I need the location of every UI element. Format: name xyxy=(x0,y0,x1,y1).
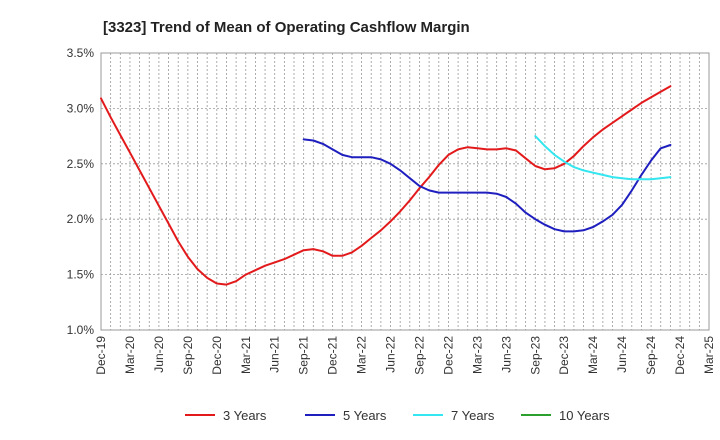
y-tick-label: 3.0% xyxy=(67,101,95,115)
x-tick-label: Sep-24 xyxy=(644,336,658,375)
y-axis-ticks: 1.0% 1.5% 2.0% 2.5% 3.0% 3.5% xyxy=(67,46,95,337)
x-tick-label: Jun-24 xyxy=(615,336,629,373)
x-tick-label: Jun-22 xyxy=(384,336,398,373)
series-line-7-years xyxy=(534,135,672,181)
chart-title: [3323] Trend of Mean of Operating Cashfl… xyxy=(103,19,470,36)
x-tick-label: Mar-23 xyxy=(470,336,484,374)
x-tick-label: Mar-25 xyxy=(702,336,716,374)
x-tick-label: Dec-21 xyxy=(326,336,340,375)
x-tick-label: Dec-19 xyxy=(94,336,108,375)
x-tick-label: Mar-22 xyxy=(355,336,369,374)
legend-label-5-years: 5 Years xyxy=(343,408,387,423)
x-tick-label: Mar-21 xyxy=(239,336,253,374)
x-tick-label: Sep-20 xyxy=(181,336,195,375)
x-tick-label: Dec-23 xyxy=(557,336,571,375)
legend-label-7-years: 7 Years xyxy=(451,408,495,423)
y-tick-label: 1.0% xyxy=(67,323,95,337)
y-tick-label: 2.5% xyxy=(67,157,95,171)
x-tick-label: Jun-21 xyxy=(268,336,282,373)
x-tick-label: Sep-21 xyxy=(297,336,311,375)
x-tick-label: Mar-24 xyxy=(586,336,600,374)
y-tick-label: 1.5% xyxy=(67,268,95,282)
series-line-3-years xyxy=(100,85,672,286)
x-tick-label: Jun-23 xyxy=(499,336,513,373)
x-tick-label: Dec-22 xyxy=(441,336,455,375)
y-tick-label: 2.0% xyxy=(67,212,95,226)
series-line-5-years xyxy=(302,138,672,233)
x-tick-label: Dec-24 xyxy=(673,336,687,375)
legend-label-10-years: 10 Years xyxy=(559,408,610,423)
x-tick-label: Dec-20 xyxy=(210,336,224,375)
y-tick-label: 3.5% xyxy=(67,46,95,60)
plot-border xyxy=(100,52,710,331)
x-tick-label: Jun-20 xyxy=(152,336,166,373)
legend-label-3-years: 3 Years xyxy=(223,408,267,423)
x-axis-ticks: Dec-19 Mar-20 Jun-20 Sep-20 Dec-20 Mar-21 Jun-… xyxy=(94,336,716,375)
x-tick-label: Mar-20 xyxy=(123,336,137,374)
series-lines xyxy=(100,85,672,286)
x-tick-label: Sep-23 xyxy=(528,336,542,375)
plot-area xyxy=(100,52,710,331)
legend: 3 Years 5 Years 7 Years 10 Years xyxy=(185,408,610,423)
x-tick-label: Sep-22 xyxy=(412,336,426,375)
